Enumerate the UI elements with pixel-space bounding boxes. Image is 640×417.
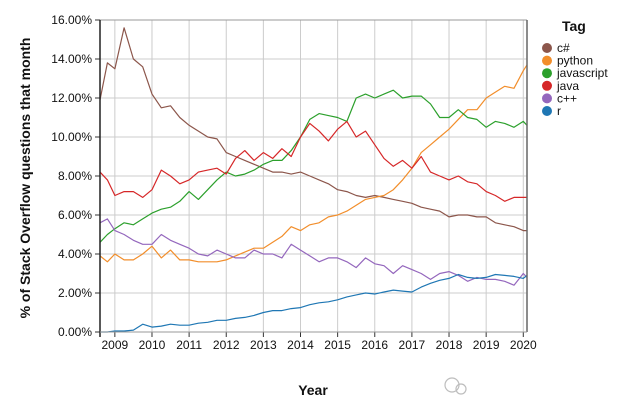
legend-label: c++ xyxy=(557,91,577,105)
y-tick-label: 14.00% xyxy=(51,52,92,66)
legend-swatch xyxy=(542,43,552,53)
y-tick-label: 6.00% xyxy=(58,208,92,222)
y-tick-label: 10.00% xyxy=(51,130,92,144)
x-tick-label: 2014 xyxy=(287,338,314,352)
gridlines xyxy=(100,19,527,333)
series-line-javascript xyxy=(99,89,528,243)
y-tick-label: 2.00% xyxy=(58,286,92,300)
series-line-cpp xyxy=(99,218,528,286)
x-tick-label: 2015 xyxy=(324,338,351,352)
y-tick-label: 16.00% xyxy=(51,13,92,27)
y-tick-label: 4.00% xyxy=(58,247,92,261)
watermark xyxy=(444,377,467,395)
x-tick-label: 2009 xyxy=(102,338,129,352)
watermark-logo-icon xyxy=(444,377,460,393)
x-tick-label: 2020 xyxy=(510,338,537,352)
x-axis-title: Year xyxy=(298,382,328,398)
x-tick-label: 2013 xyxy=(250,338,277,352)
series-line-r xyxy=(100,273,528,333)
legend-swatch xyxy=(542,93,552,104)
legend-swatch xyxy=(542,106,552,116)
x-tick-label: 2012 xyxy=(213,338,240,352)
legend-label: python xyxy=(557,54,593,68)
series-lines xyxy=(99,27,528,333)
y-tick-label: 0.00% xyxy=(58,325,92,339)
x-tick-label: 2010 xyxy=(139,338,166,352)
x-tick-label: 2017 xyxy=(399,338,426,352)
legend-title: Tag xyxy=(562,18,586,34)
legend-swatch xyxy=(542,68,552,79)
y-tick-label: 12.00% xyxy=(51,91,92,105)
legend-label: c# xyxy=(557,41,570,55)
x-tick-label: 2019 xyxy=(473,338,500,352)
legend-label: java xyxy=(556,79,579,93)
legend-label: r xyxy=(557,104,561,118)
x-tick-label: 2011 xyxy=(176,338,202,352)
axes: 0.00% 2.00% 4.00% 6.00% 8.00% 10.00% 12.00% 14.… xyxy=(51,13,537,352)
series-line-java xyxy=(99,120,527,202)
series-line-python xyxy=(99,64,528,263)
x-tick-label: 2016 xyxy=(361,338,388,352)
legend-swatch xyxy=(542,55,552,66)
legend-label: javascript xyxy=(556,66,608,80)
series-line-csharp xyxy=(99,27,527,232)
x-tick-label: 2018 xyxy=(436,338,463,352)
y-axis-title: % of Stack Overflow questions that month xyxy=(17,38,33,319)
y-tick-label: 8.00% xyxy=(58,169,92,183)
legend-swatch xyxy=(542,80,552,91)
